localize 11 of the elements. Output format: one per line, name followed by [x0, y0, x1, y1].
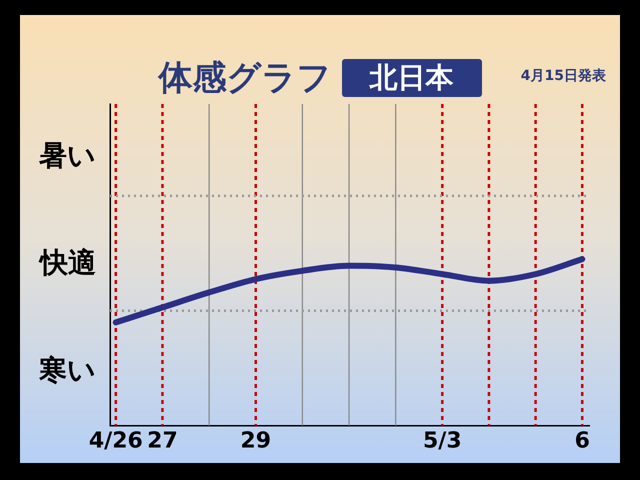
text: 4月15日発表 [520, 67, 606, 85]
x-tick-label: 27 [147, 428, 178, 454]
x-tick-label: 29 [240, 428, 272, 454]
x-tick-label: 5/3 [422, 428, 462, 454]
chart-subtitle: 北日本 [342, 59, 482, 97]
text: 快適 [38, 246, 96, 280]
x-tick-label: 4/26 [88, 428, 143, 454]
chart-title: 体感グラフ [158, 57, 332, 100]
text: 暑い [38, 138, 96, 172]
x-tick-label: 6 [574, 428, 590, 454]
text: 寒い [38, 353, 96, 386]
